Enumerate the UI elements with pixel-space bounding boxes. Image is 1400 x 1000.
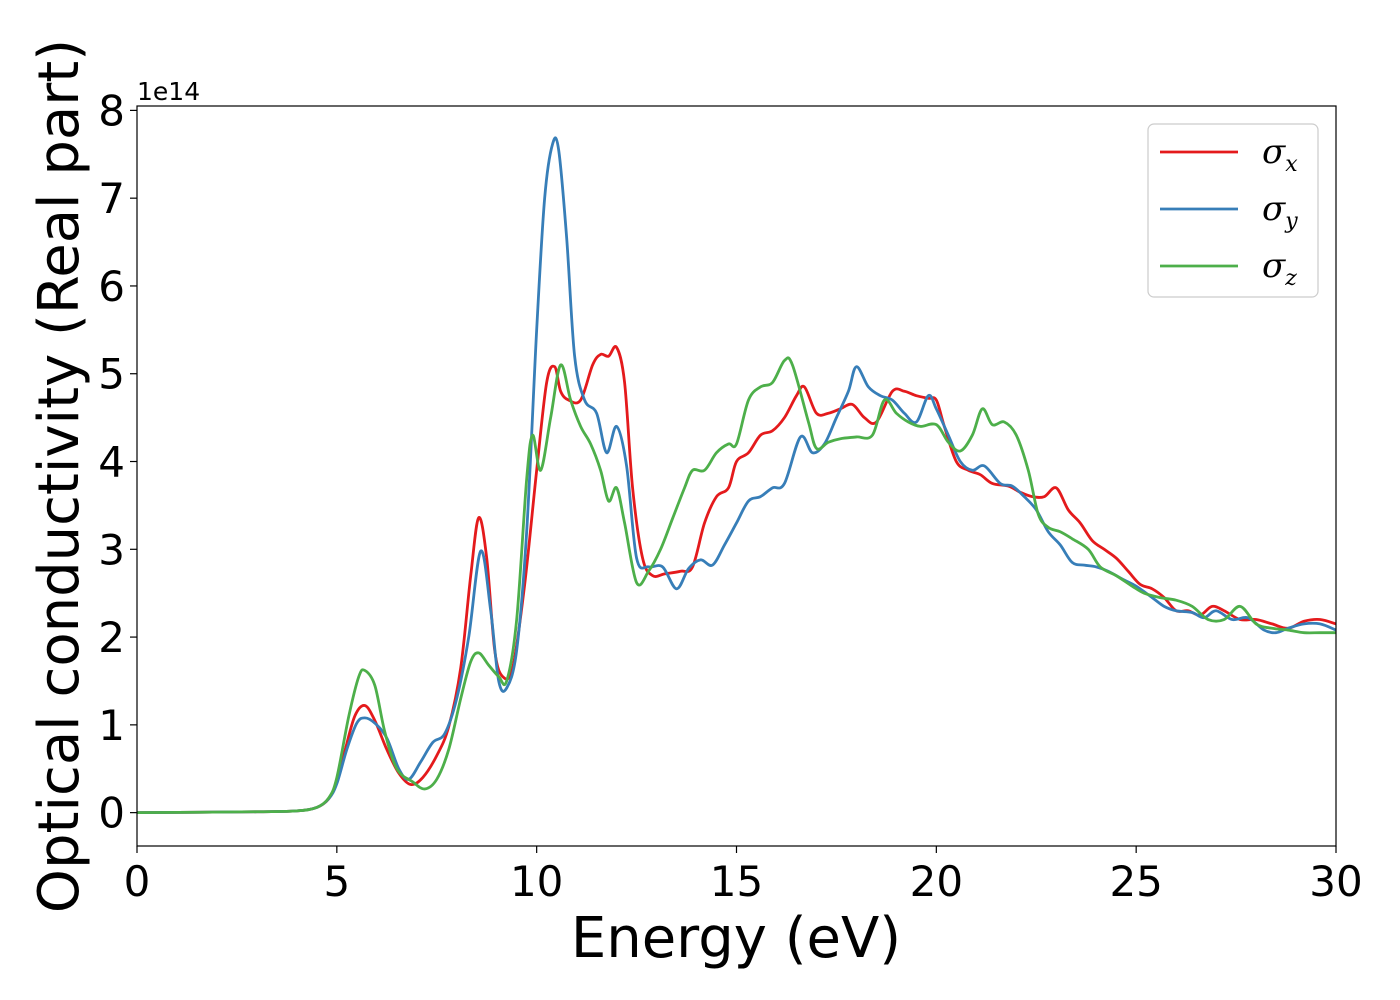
y-tick-label: 2 bbox=[98, 613, 125, 662]
x-tick-label: 30 bbox=[1309, 857, 1362, 906]
legend-label-y: σy bbox=[1262, 189, 1298, 234]
x-tick-label: 5 bbox=[323, 857, 350, 906]
series-layer bbox=[137, 136, 1336, 815]
y-tick-label: 3 bbox=[98, 525, 125, 574]
y-axis-label: Optical conductivity (Real part) bbox=[27, 39, 92, 913]
y-tick-label: 1 bbox=[98, 701, 125, 750]
x-axis: 0 5 10 15 20 25 30 bbox=[124, 846, 1363, 906]
x-tick-label: 15 bbox=[710, 857, 763, 906]
y-tick-label: 5 bbox=[98, 350, 125, 399]
legend-label-x: σx bbox=[1262, 132, 1298, 177]
x-tick-label: 25 bbox=[1109, 857, 1162, 906]
x-axis-label: Energy (eV) bbox=[571, 906, 901, 971]
y-tick-label: 7 bbox=[98, 174, 125, 223]
legend-box bbox=[1147, 123, 1319, 298]
y-tick-label: 4 bbox=[98, 438, 125, 487]
x-tick-label: 20 bbox=[910, 857, 963, 906]
legend-label-z: σz bbox=[1262, 246, 1297, 291]
y-tick-label: 6 bbox=[98, 262, 125, 311]
y-axis: 0 1 2 3 4 5 6 7 8 bbox=[98, 86, 137, 838]
x-tick-label: 0 bbox=[124, 857, 151, 906]
y-tick-label: 0 bbox=[98, 789, 125, 838]
y-tick-label: 8 bbox=[98, 86, 125, 135]
legend: σx σy σz bbox=[1147, 123, 1319, 298]
y-offset-label: 1e14 bbox=[137, 77, 200, 106]
series-line-z bbox=[137, 356, 1336, 815]
x-tick-label: 10 bbox=[510, 857, 563, 906]
